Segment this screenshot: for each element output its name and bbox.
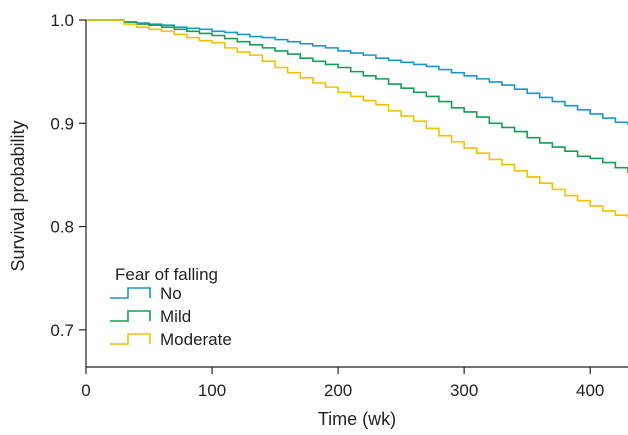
y-ticks: 0.7 0.8 0.9 1.0: [50, 11, 86, 340]
x-tick-label: 100: [198, 381, 226, 400]
survival-curves: [86, 19, 628, 219]
legend-swatch-mild: [110, 310, 151, 322]
legend-label-mild: Mild: [160, 307, 191, 326]
legend: Fear of falling No Mild Moderate: [110, 265, 232, 349]
x-tick-label: 200: [324, 381, 352, 400]
x-axis-label: Time (wk): [318, 409, 396, 429]
y-tick-label: 1.0: [50, 11, 74, 30]
x-ticks: 0 100 200 300 400: [81, 367, 604, 400]
legend-swatch-no: [110, 287, 151, 299]
legend-label-moderate: Moderate: [160, 330, 232, 349]
y-tick-label: 0.9: [50, 114, 74, 133]
legend-items: No Mild Moderate: [110, 284, 232, 349]
y-axis-label: Survival probability: [8, 120, 28, 271]
x-tick-label: 0: [81, 381, 90, 400]
legend-swatch-moderate: [110, 333, 151, 345]
y-tick-label: 0.7: [50, 321, 74, 340]
legend-title: Fear of falling: [115, 265, 218, 284]
series-line-no: [86, 19, 628, 126]
legend-label-no: No: [160, 284, 182, 303]
axes: [85, 20, 628, 368]
x-tick-label: 300: [450, 381, 478, 400]
y-tick-label: 0.8: [50, 218, 74, 237]
x-tick-label: 400: [576, 381, 604, 400]
series-line-moderate: [86, 19, 628, 219]
series-line-mild: [86, 19, 628, 173]
